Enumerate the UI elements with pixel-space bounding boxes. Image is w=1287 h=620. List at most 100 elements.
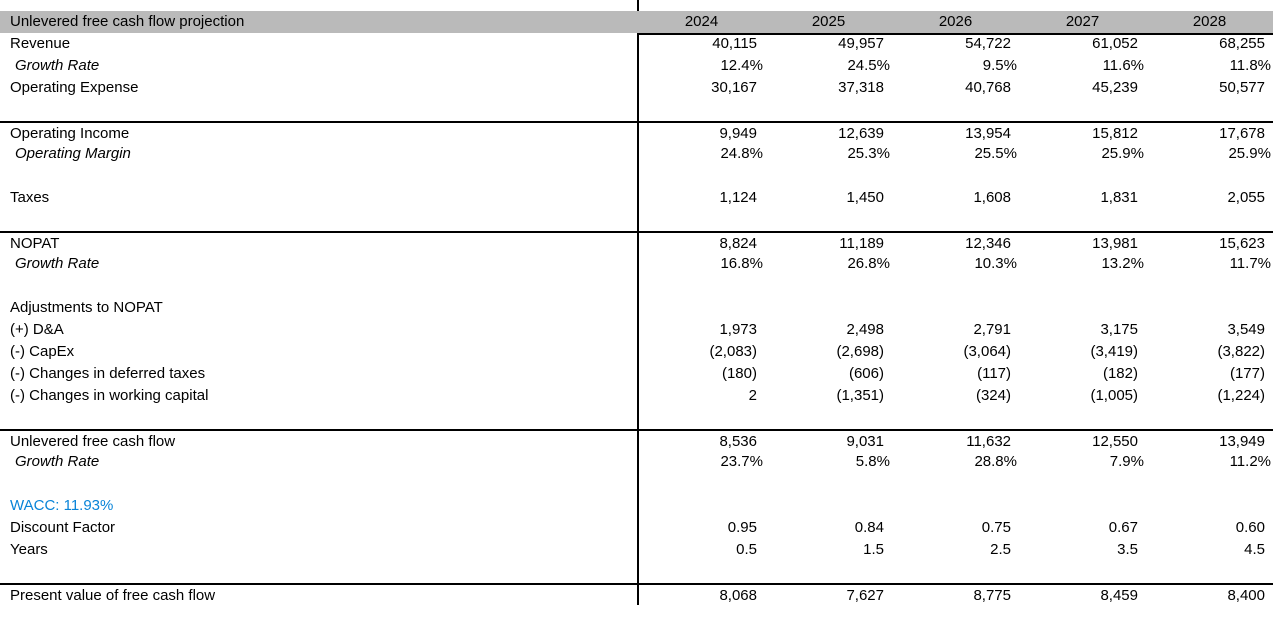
cell-2026[interactable]: (117) <box>977 365 1011 382</box>
year-header-2026[interactable]: 2026 <box>938 13 973 30</box>
cell-2028[interactable]: 11.7% <box>1229 255 1271 272</box>
cell-2026[interactable]: 12,346 <box>965 235 1011 252</box>
row-label[interactable]: Present value of free cash flow <box>10 587 216 604</box>
cell-2026[interactable]: 28.8% <box>974 453 1017 470</box>
year-header-2025[interactable]: 2025 <box>811 13 846 30</box>
row-label[interactable]: NOPAT <box>10 235 60 252</box>
row-label[interactable]: (-) Changes in working capital <box>10 387 209 404</box>
cell-2027[interactable]: 15,812 <box>1092 125 1138 142</box>
cell-2028[interactable]: 2,055 <box>1227 189 1265 206</box>
cell-2027[interactable]: 3,175 <box>1100 321 1138 338</box>
cell-2028[interactable]: 8,400 <box>1227 587 1265 604</box>
cell-2024[interactable]: (2,083) <box>709 343 757 360</box>
cell-2028[interactable]: 4.5 <box>1244 541 1265 558</box>
cell-2028[interactable]: 0.60 <box>1235 519 1265 536</box>
cell-2028[interactable]: 11.8% <box>1229 57 1271 74</box>
cell-2024[interactable]: 40,115 <box>712 35 757 52</box>
cell-2027[interactable]: 3.5 <box>1117 541 1138 558</box>
cell-2028[interactable]: (177) <box>1229 365 1265 382</box>
cell-2027[interactable]: 25.9% <box>1101 145 1144 162</box>
cell-2025[interactable]: 7,627 <box>846 587 884 604</box>
row-label[interactable]: Growth Rate <box>15 255 100 272</box>
cell-2025[interactable]: 49,957 <box>838 35 884 52</box>
cell-2024[interactable]: 8,824 <box>719 235 757 252</box>
cell-2027[interactable]: 13,981 <box>1092 235 1138 252</box>
cell-2028[interactable]: (3,822) <box>1217 343 1265 360</box>
row-label[interactable]: (-) Changes in deferred taxes <box>10 365 206 382</box>
year-header-2024[interactable]: 2024 <box>684 13 719 30</box>
cell-2024[interactable]: 8,536 <box>719 433 757 450</box>
cell-2024[interactable]: 30,167 <box>711 79 757 96</box>
cell-2027[interactable]: (182) <box>1102 365 1138 382</box>
cell-2025[interactable]: (2,698) <box>836 343 884 360</box>
row-label[interactable]: Unlevered free cash flow <box>10 433 176 450</box>
cell-2026[interactable]: 54,722 <box>965 35 1011 52</box>
cell-2024[interactable]: 24.8% <box>720 145 763 162</box>
cell-2026[interactable]: (324) <box>975 387 1011 404</box>
cell-2024[interactable]: 16.8% <box>720 255 763 272</box>
cell-2024[interactable]: 1,124 <box>719 189 757 206</box>
cell-2027[interactable]: (3,419) <box>1090 343 1138 360</box>
cell-2025[interactable]: 24.5% <box>847 57 890 74</box>
wacc-label[interactable]: WACC: 11.93% <box>10 497 114 514</box>
cell-2025[interactable]: (606) <box>848 365 884 382</box>
cell-2028[interactable]: 11.2% <box>1229 453 1271 470</box>
row-label[interactable]: Growth Rate <box>15 57 100 74</box>
row-label[interactable]: Growth Rate <box>15 453 100 470</box>
cell-2025[interactable]: 2,498 <box>846 321 884 338</box>
row-label[interactable]: Revenue <box>10 35 71 52</box>
cell-2027[interactable]: 0.67 <box>1108 519 1138 536</box>
cell-2026[interactable]: 2.5 <box>990 541 1011 558</box>
cell-2024[interactable]: 23.7% <box>720 453 763 470</box>
row-label[interactable]: Operating Margin <box>15 145 131 162</box>
cell-2026[interactable]: (3,064) <box>963 343 1011 360</box>
cell-2028[interactable]: 50,577 <box>1219 79 1265 96</box>
cell-2025[interactable]: 37,318 <box>838 79 884 96</box>
cell-2024[interactable]: 0.5 <box>736 541 757 558</box>
cell-2024[interactable]: 0.95 <box>727 519 757 536</box>
cell-2024[interactable]: 8,068 <box>719 587 757 604</box>
row-label[interactable]: Discount Factor <box>10 519 116 536</box>
cell-2026[interactable]: 0.75 <box>981 519 1011 536</box>
cell-2028[interactable]: 13,949 <box>1219 433 1265 450</box>
cell-2025[interactable]: 9,031 <box>846 433 884 450</box>
cell-2027[interactable]: (1,005) <box>1090 387 1138 404</box>
cell-2025[interactable]: 12,639 <box>838 125 884 142</box>
cell-2025[interactable]: 1,450 <box>846 189 884 206</box>
row-label[interactable]: Adjustments to NOPAT <box>10 299 163 316</box>
cell-2026[interactable]: 2,791 <box>973 321 1011 338</box>
cell-2026[interactable]: 11,632 <box>966 433 1011 450</box>
cell-2025[interactable]: 0.84 <box>854 519 884 536</box>
cell-2028[interactable]: 25.9% <box>1228 145 1271 162</box>
cell-2028[interactable]: 17,678 <box>1219 125 1265 142</box>
cell-2027[interactable]: 13.2% <box>1101 255 1144 272</box>
cell-2027[interactable]: 12,550 <box>1092 433 1138 450</box>
cell-2027[interactable]: 1,831 <box>1100 189 1138 206</box>
cell-2025[interactable]: 5.8% <box>855 453 890 470</box>
year-header-2028[interactable]: 2028 <box>1192 13 1227 30</box>
cell-2028[interactable]: 15,623 <box>1219 235 1265 252</box>
cell-2026[interactable]: 1,608 <box>973 189 1011 206</box>
cell-2027[interactable]: 8,459 <box>1100 587 1138 604</box>
cell-2025[interactable]: 11,189 <box>839 235 884 252</box>
cell-2024[interactable]: 12.4% <box>720 57 763 74</box>
year-header-2027[interactable]: 2027 <box>1065 13 1100 30</box>
cell-2026[interactable]: 25.5% <box>974 145 1017 162</box>
cell-2026[interactable]: 40,768 <box>965 79 1011 96</box>
cell-2025[interactable]: 26.8% <box>847 255 890 272</box>
row-label[interactable]: (-) CapEx <box>10 343 75 360</box>
cell-2024[interactable]: (180) <box>721 365 757 382</box>
cell-2024[interactable]: 9,949 <box>719 125 757 142</box>
cell-2026[interactable]: 9.5% <box>982 57 1017 74</box>
cell-2027[interactable]: 61,052 <box>1092 35 1138 52</box>
row-label[interactable]: Taxes <box>10 189 50 206</box>
cell-2025[interactable]: 25.3% <box>847 145 890 162</box>
cell-2026[interactable]: 13,954 <box>965 125 1011 142</box>
cell-2025[interactable]: (1,351) <box>836 387 884 404</box>
cell-2026[interactable]: 8,775 <box>973 587 1011 604</box>
row-label[interactable]: (+) D&A <box>10 321 64 338</box>
cell-2027[interactable]: 7.9% <box>1109 453 1144 470</box>
cell-2027[interactable]: 11.6% <box>1102 57 1144 74</box>
cell-2028[interactable]: (1,224) <box>1217 387 1265 404</box>
row-label[interactable]: Operating Expense <box>10 79 139 96</box>
